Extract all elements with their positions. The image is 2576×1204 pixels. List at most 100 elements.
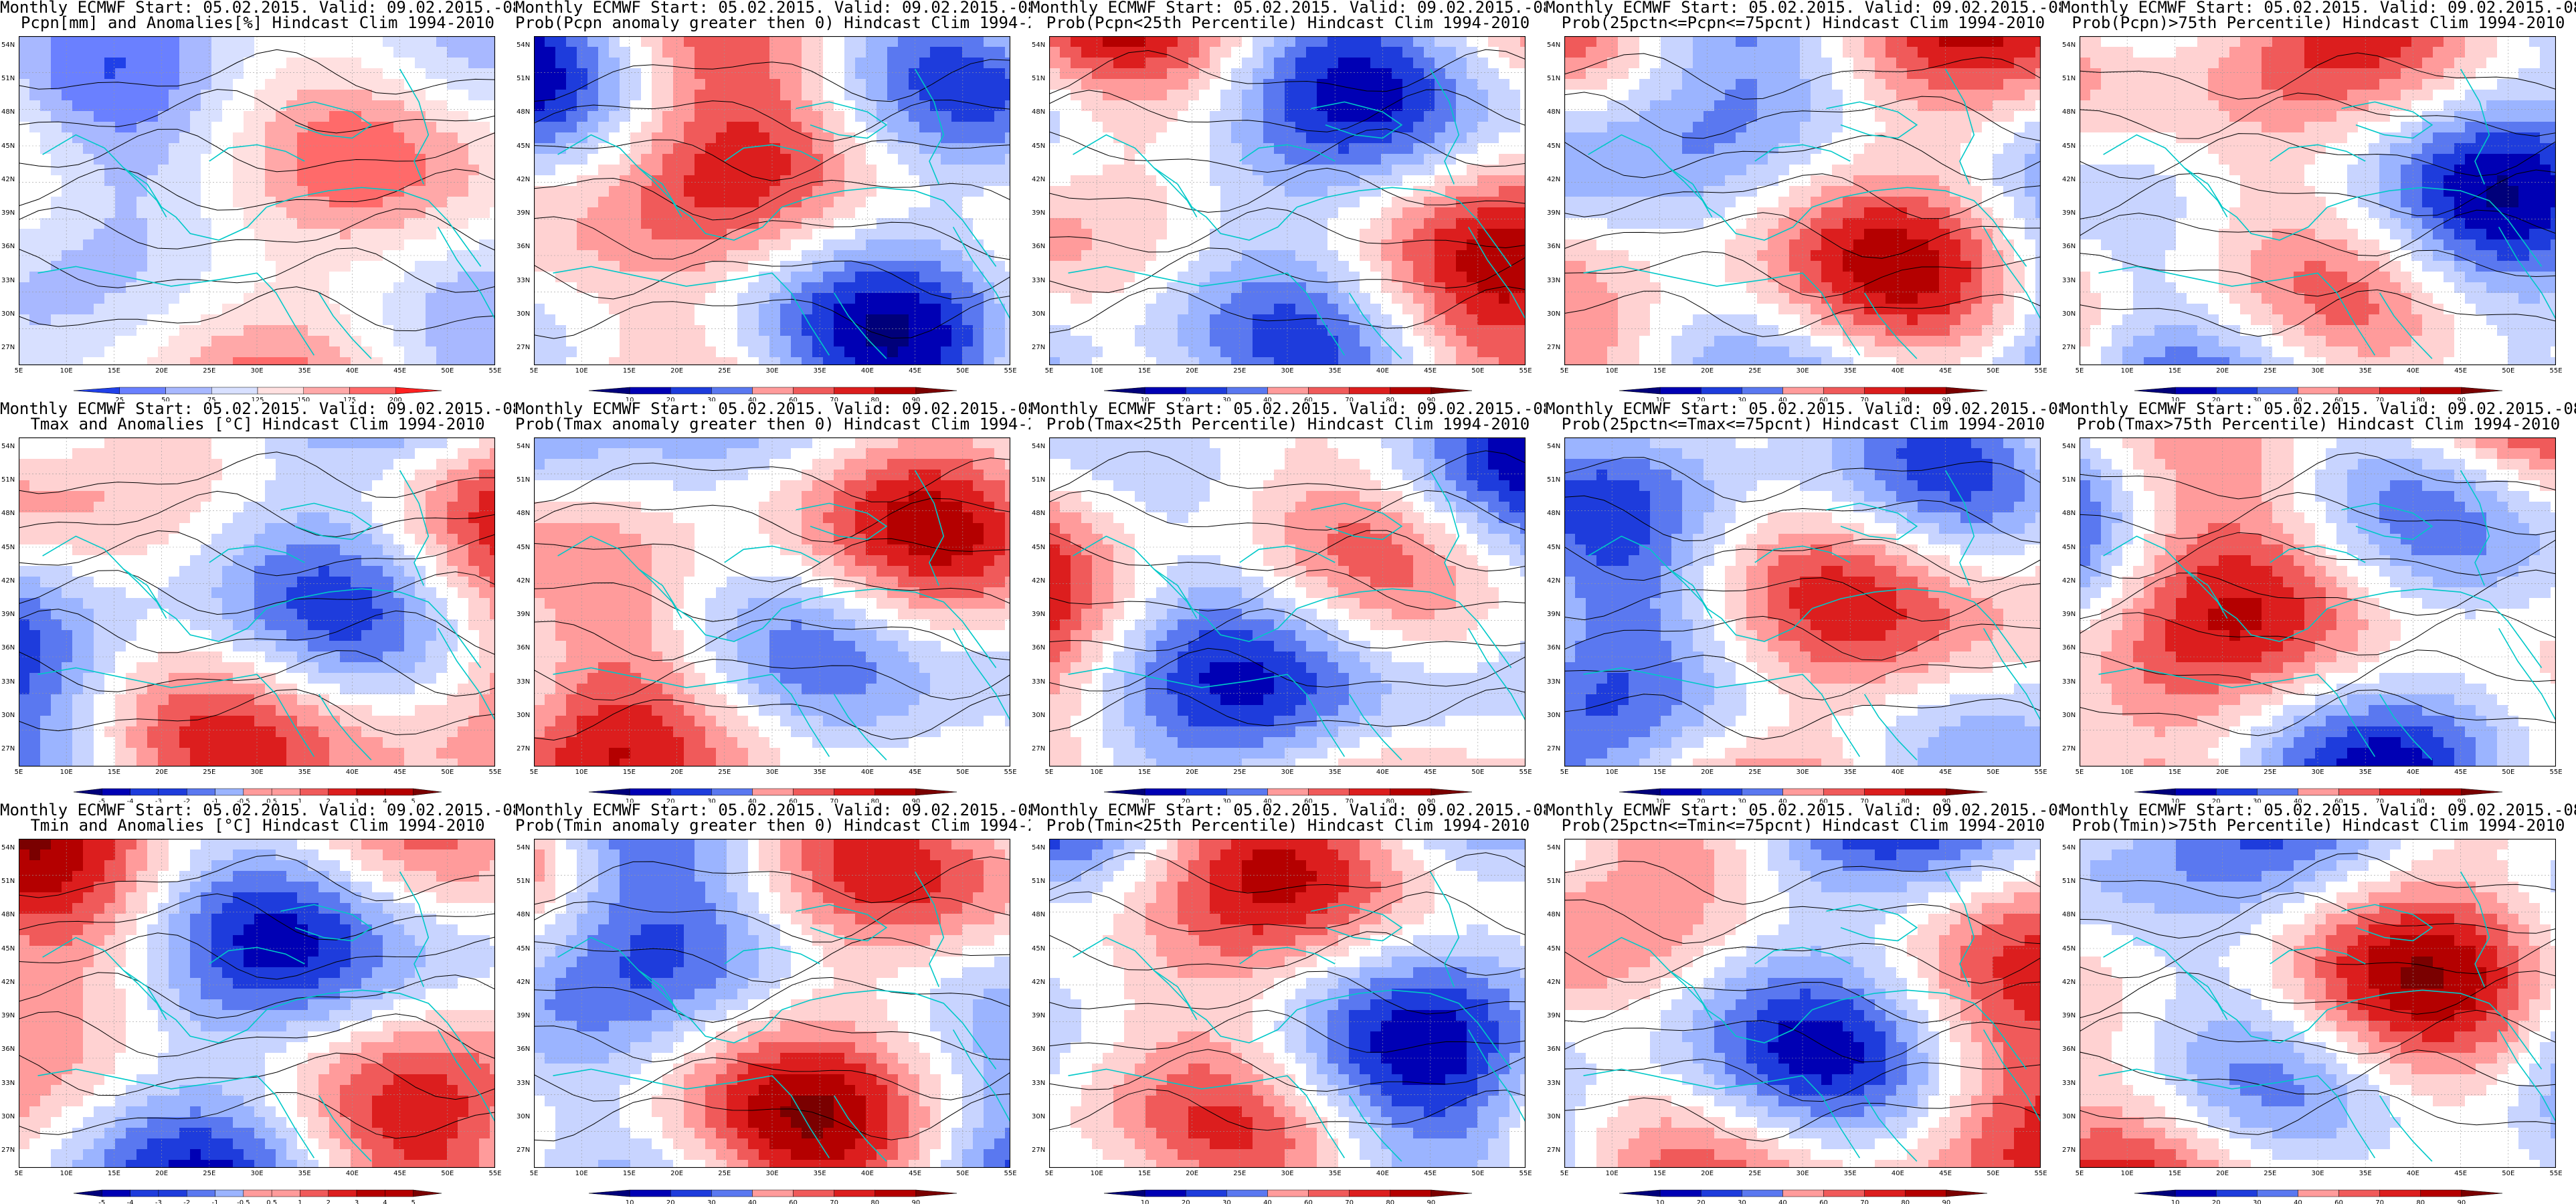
panel-title-line2: Prob(Pcpn<25th Percentile) Hindcast Clim… xyxy=(1030,15,1546,31)
longitude-label: 10E xyxy=(575,769,588,776)
latitude-label: 48N xyxy=(1547,911,1560,918)
map-panel: Monthly ECMWF Start: 05.02.2015. Valid: … xyxy=(2061,803,2576,1204)
map-field xyxy=(1049,36,1526,365)
latitude-label: 42N xyxy=(1547,979,1560,986)
longitude-label: 30E xyxy=(250,1170,263,1177)
colorbar-tick-label: 80 xyxy=(870,798,879,803)
colorbar-tick-label: 0.5 xyxy=(266,1199,277,1204)
longitude-label: 50E xyxy=(441,1170,454,1177)
longitude-label: 55E xyxy=(1004,1170,1016,1177)
longitude-label: 25E xyxy=(1748,367,1761,375)
latitude-label: 30N xyxy=(1547,712,1560,719)
longitude-label: 35E xyxy=(1844,1170,1857,1177)
colorbar-tick-label: 60 xyxy=(789,1199,798,1204)
latitude-label: 45N xyxy=(517,945,530,952)
longitude-label: 55E xyxy=(2034,769,2047,776)
longitude-label: 20E xyxy=(2216,367,2229,375)
latitude-label: 54N xyxy=(1547,41,1560,49)
colorbar-tick-label: 30 xyxy=(1222,397,1231,401)
longitude-label: 40E xyxy=(2407,367,2419,375)
latitude-label: 33N xyxy=(1,678,15,686)
latitude-label: 54N xyxy=(1,844,15,851)
longitude-label: 10E xyxy=(1091,1170,1103,1177)
longitude-label: 5E xyxy=(1045,1170,1054,1177)
longitude-label: 10E xyxy=(1606,1170,1619,1177)
panel-title: Monthly ECMWF Start: 05.02.2015. Valid: … xyxy=(1030,803,1546,833)
latitude-label: 33N xyxy=(2062,1080,2076,1087)
map-panel: Monthly ECMWF Start: 05.02.2015. Valid: … xyxy=(515,803,1030,1204)
longitude-label: 15E xyxy=(1653,1170,1666,1177)
colorbar-tick-label: 200 xyxy=(389,397,402,401)
latitude-label: 51N xyxy=(1547,75,1560,82)
latitude-label: 33N xyxy=(1032,1080,1045,1087)
panel-title-line2: Prob(25pctn<=Tmax<=75pcnt) Hindcast Clim… xyxy=(1546,416,2061,432)
longitude-label: 35E xyxy=(2359,367,2372,375)
longitude-label: 30E xyxy=(765,769,778,776)
latitude-label: 30N xyxy=(1547,310,1560,318)
map-field xyxy=(1049,437,1526,767)
colorbar-tick-label: 70 xyxy=(1345,798,1354,803)
map-field xyxy=(1049,839,1526,1168)
panel-title-line2: Prob(25pctn<=Pcpn<=75pcnt) Hindcast Clim… xyxy=(1546,15,2061,31)
latitude-label: 33N xyxy=(517,1080,530,1087)
map-area xyxy=(534,437,1010,767)
panel-title-line2: Tmax and Anomalies [°C] Hindcast Clim 19… xyxy=(0,416,515,432)
longitude-label: 5E xyxy=(530,1170,539,1177)
panel-title-line1: Monthly ECMWF Start: 05.02.2015. Valid: … xyxy=(1546,803,2061,818)
latitude-label: 51N xyxy=(2062,878,2076,885)
latitude-label: 39N xyxy=(517,209,530,217)
latitude-label: 45N xyxy=(2062,945,2076,952)
longitude-label: 35E xyxy=(2359,1170,2372,1177)
colorbar xyxy=(1103,1189,1473,1197)
colorbar-tick-label: 40 xyxy=(748,397,757,401)
latitude-label: 42N xyxy=(2062,176,2076,183)
colorbar-tick-label: 20 xyxy=(1697,1199,1706,1204)
colorbar-tick-label: 40 xyxy=(1778,798,1787,803)
latitude-label: 51N xyxy=(2062,75,2076,82)
longitude-label: 10E xyxy=(1091,367,1103,375)
colorbar-tick-label: 20 xyxy=(1697,798,1706,803)
longitude-label: 20E xyxy=(155,769,168,776)
colorbar xyxy=(2134,1189,2503,1197)
longitude-label: 15E xyxy=(1138,769,1151,776)
latitude-label: 54N xyxy=(1032,844,1045,851)
latitude-label: 45N xyxy=(1,142,15,150)
longitude-label: 55E xyxy=(1004,769,1016,776)
latitude-label: 39N xyxy=(517,611,530,618)
colorbar-tick-label: 125 xyxy=(251,397,264,401)
colorbar-tick-label: 70 xyxy=(830,1199,838,1204)
map-field xyxy=(1564,839,2041,1168)
panel-title-line1: Monthly ECMWF Start: 05.02.2015. Valid: … xyxy=(0,401,515,417)
longitude-label: 15E xyxy=(1653,367,1666,375)
colorbar-tick-label: -2 xyxy=(183,798,190,803)
longitude-label: 25E xyxy=(203,1170,215,1177)
latitude-label: 51N xyxy=(517,476,530,484)
longitude-label: 40E xyxy=(1892,1170,1904,1177)
latitude-label: 42N xyxy=(1032,577,1045,585)
colorbar-tick-label: 60 xyxy=(2334,1199,2343,1204)
longitude-label: 5E xyxy=(1560,769,1569,776)
latitude-label: 33N xyxy=(2062,678,2076,686)
colorbar-tick-label: 1 xyxy=(298,1199,302,1204)
colorbar-tick-label: 20 xyxy=(2212,1199,2221,1204)
latitude-label: 39N xyxy=(1,209,15,217)
panel-title: Monthly ECMWF Start: 05.02.2015. Valid: … xyxy=(515,401,1030,432)
colorbar-tick-label: 60 xyxy=(1304,1199,1313,1204)
longitude-label: 15E xyxy=(2169,367,2181,375)
panel-title-line2: Pcpn[mm] and Anomalies[%] Hindcast Clim … xyxy=(0,15,515,31)
latitude-label: 30N xyxy=(1032,310,1045,318)
latitude-label: 48N xyxy=(1,911,15,918)
longitude-label: 15E xyxy=(1138,367,1151,375)
colorbar-tick-label: 10 xyxy=(1656,1199,1665,1204)
longitude-label: 10E xyxy=(60,1170,73,1177)
colorbar-tick-label: 40 xyxy=(748,1199,757,1204)
longitude-label: 15E xyxy=(1138,1170,1151,1177)
colorbar-tick-label: 80 xyxy=(2416,798,2425,803)
colorbar-tick-label: 4 xyxy=(383,1199,387,1204)
longitude-label: 5E xyxy=(530,769,539,776)
map-panel: Monthly ECMWF Start: 05.02.2015. Valid: … xyxy=(2061,401,2576,803)
longitude-label: 40E xyxy=(346,1170,359,1177)
latitude-label: 54N xyxy=(1547,844,1560,851)
latitude-label: 33N xyxy=(1032,277,1045,284)
latitude-label: 30N xyxy=(517,310,530,318)
